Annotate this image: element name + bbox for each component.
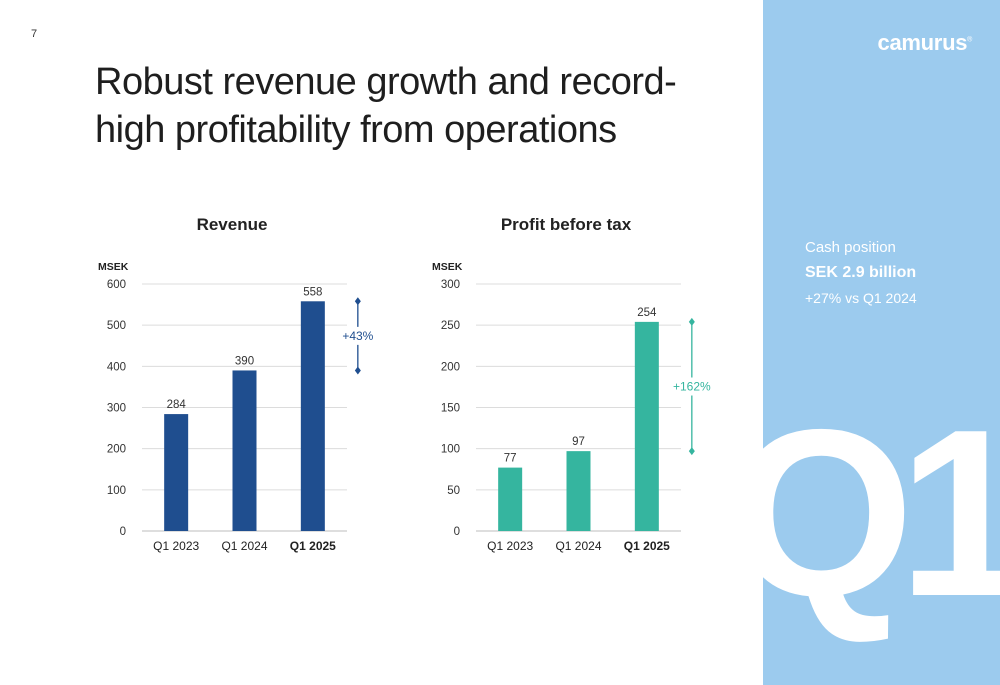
revenue-y-tick-label: 500 [107,320,126,332]
revenue-x-tick-label: Q1 2025 [290,539,336,553]
revenue-growth-label: +43% [342,329,373,343]
revenue-bracket-end-icon [354,366,361,375]
profit-x-tick-label: Q1 2023 [487,539,533,553]
revenue-bar [164,414,189,531]
profit-growth-label: +162% [673,380,711,394]
profit-bar [634,321,659,531]
cash-position-label: Cash position [805,239,896,256]
profit-y-tick-label: 250 [441,320,460,332]
profit-bracket-end-icon [688,447,695,456]
profit-y-tick-label: 200 [441,361,460,373]
revenue-x-tick-label: Q1 2023 [153,539,199,553]
quarter-watermark: Q1 [763,381,1000,646]
revenue-y-tick-label: 0 [120,526,126,538]
profit-chart: Profit before tax MSEK 0 50 100 150 200 250 300 7… [416,205,716,575]
company-logo: camurus® [877,30,973,55]
profit-bar [566,451,591,531]
profit-x-tick-label: Q1 2025 [624,539,670,553]
side-panel: camurus® Cash position SEK 2.9 billion +… [763,0,1000,685]
cash-position-value: SEK 2.9 billion [805,264,917,281]
profit-data-label: 77 [504,453,517,465]
revenue-data-label: 284 [167,399,187,411]
revenue-y-tick-label: 200 [107,444,126,456]
profit-y-tick-label: 50 [447,485,460,497]
profit-y-axis-unit: MSEK [432,261,463,273]
revenue-y-tick-label: 100 [107,485,126,497]
revenue-y-axis-unit: MSEK [98,261,129,273]
profit-y-tick-label: 0 [454,526,460,538]
profit-chart-title: Profit before tax [501,215,632,234]
revenue-bar [300,301,325,531]
profit-y-tick-label: 300 [441,279,460,291]
revenue-y-tick-label: 300 [107,403,126,415]
revenue-chart: Revenue MSEK 0 100 200 300 400 500 600 284 Q1 2023… [82,205,382,575]
revenue-growth-label-bg [337,326,378,345]
page-title: Robust revenue growth and record-high pr… [95,61,677,151]
revenue-chart-svg: Revenue MSEK 0 100 200 300 400 500 600 284 Q1 2023… [98,215,378,553]
revenue-y-tick-label: 400 [107,361,126,373]
revenue-data-label: 390 [235,355,254,367]
profit-bracket-end-icon [688,317,695,326]
profit-x-tick-label: Q1 2024 [555,539,601,553]
profit-growth-label-bg [671,377,712,396]
profit-y-tick-label: 100 [441,444,460,456]
page-number: 7 [31,28,38,40]
profit-data-label: 254 [637,307,657,319]
profit-y-tick-label: 150 [441,403,460,415]
revenue-bracket-end-icon [354,297,361,306]
profit-data-label: 97 [572,436,585,448]
revenue-bar [232,370,257,531]
revenue-chart-title: Revenue [197,215,268,234]
profit-chart-svg: Profit before tax MSEK 0 50 100 150 200 250 300 7… [432,215,712,553]
revenue-x-tick-label: Q1 2024 [221,539,267,553]
revenue-data-label: 558 [303,286,322,298]
cash-position-change: +27% vs Q1 2024 [805,290,917,306]
profit-bar [498,467,523,531]
revenue-y-tick-label: 600 [107,279,126,291]
